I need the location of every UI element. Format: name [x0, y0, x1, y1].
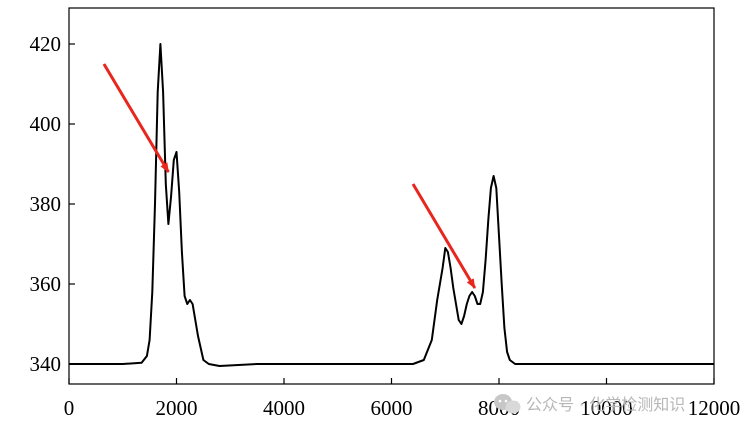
y-tick-label: 360: [30, 272, 62, 296]
wechat-icon: [494, 394, 521, 414]
x-tick-label: 12000: [688, 396, 741, 420]
y-tick-label: 340: [30, 352, 62, 376]
y-tick-label: 420: [30, 32, 62, 56]
y-axis: 340 360 380 400 420: [30, 32, 75, 376]
series-layer: [69, 43, 714, 367]
y-tick-label: 400: [30, 112, 62, 136]
watermark: 公众号 · 化学检测知识: [494, 394, 685, 414]
series-line-0: [69, 43, 714, 367]
annotation-arrow-2: [411, 183, 477, 289]
x-tick-label: 2000: [156, 396, 198, 420]
x-tick-label: 0: [64, 396, 75, 420]
annotation-arrow-1: [102, 63, 170, 173]
watermark-text: 公众号 · 化学检测知识: [526, 395, 685, 414]
y-tick-label: 380: [30, 192, 62, 216]
annotation-layer: [102, 63, 477, 289]
x-tick-label: 4000: [263, 396, 305, 420]
x-tick-label: 10000: [580, 396, 633, 420]
x-tick-label: 6000: [371, 396, 413, 420]
